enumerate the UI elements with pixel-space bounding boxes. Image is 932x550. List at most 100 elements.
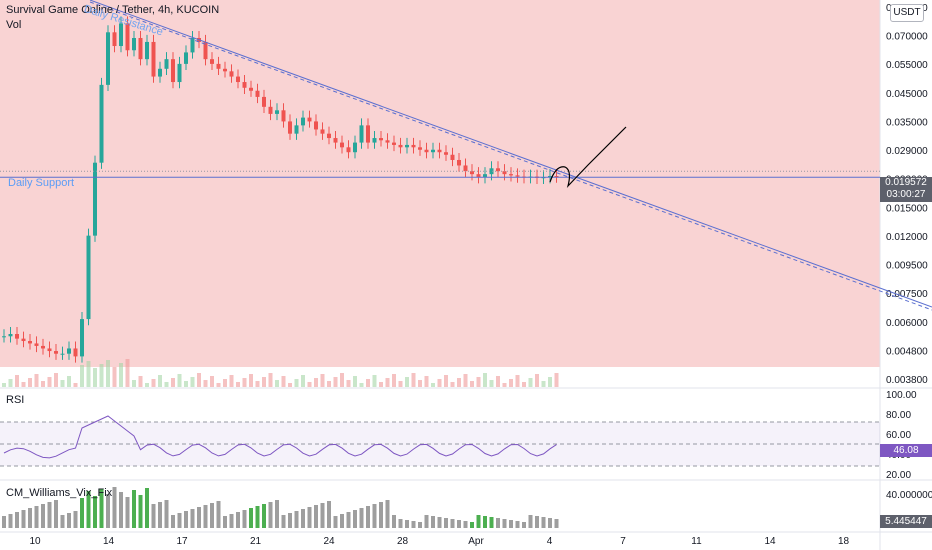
- volume-bar: [8, 379, 13, 387]
- candle-body: [457, 159, 461, 166]
- vix-bar: [327, 501, 331, 528]
- vix-bar: [15, 512, 19, 528]
- vix-bar: [54, 500, 58, 528]
- volume-bar: [262, 377, 266, 387]
- price-scale-label: 0.004800: [886, 346, 928, 357]
- vix-bar: [80, 498, 84, 528]
- volume-bar: [177, 374, 182, 387]
- vix-bar: [249, 508, 253, 528]
- last-price-value: 0.019572: [885, 177, 927, 188]
- symbol-title[interactable]: Survival Game Online / Tether, 4h, KUCOI…: [6, 4, 220, 16]
- volume-bar: [535, 374, 539, 387]
- volume-bar: [197, 373, 201, 387]
- volume-bar: [132, 380, 136, 387]
- vix-label[interactable]: CM_Williams_Vix_Fix: [6, 487, 113, 499]
- vix-bar: [398, 519, 403, 528]
- volume-bar: [119, 363, 123, 387]
- volume-bar: [216, 383, 221, 387]
- candle-body: [15, 334, 19, 339]
- rsi-label[interactable]: RSI: [6, 394, 25, 406]
- vix-bar: [145, 488, 149, 528]
- vix-bar: [405, 520, 409, 528]
- vix-bar: [2, 516, 6, 528]
- candle-body: [28, 341, 32, 344]
- candle-body: [47, 348, 52, 352]
- time-axis-label: 11: [691, 536, 702, 547]
- time-axis-label: 18: [838, 536, 850, 547]
- volume-bar: [385, 378, 390, 387]
- vix-bar: [528, 515, 533, 528]
- volume-bar: [236, 382, 240, 387]
- time-axis-label: 7: [620, 536, 626, 547]
- volume-label: Vol: [6, 19, 22, 31]
- volume-bar: [353, 376, 357, 387]
- time-axis-label: Apr: [468, 536, 484, 547]
- volume-bar: [548, 377, 552, 387]
- volume-bar: [418, 380, 422, 387]
- volume-bar: [15, 375, 19, 387]
- volume-bar: [145, 383, 149, 387]
- candle-body: [138, 37, 143, 60]
- candle-body: [463, 165, 468, 172]
- vix-value-tag: 5.445447: [880, 515, 932, 528]
- volume-bar: [431, 383, 435, 387]
- price-scale-label: 0.003800: [886, 375, 928, 386]
- volume-bar: [398, 381, 403, 387]
- volume-bar: [379, 382, 383, 387]
- volume-bar: [249, 374, 253, 387]
- vix-bar: [28, 508, 32, 528]
- vix-bar: [275, 500, 279, 528]
- candle-body: [60, 353, 65, 355]
- volume-bar: [80, 365, 84, 387]
- vix-bar: [21, 510, 26, 528]
- currency-button[interactable]: USDT: [890, 4, 924, 22]
- candle-body: [496, 168, 500, 172]
- price-scale-label: 0.006000: [886, 318, 928, 329]
- vix-bar: [502, 519, 507, 528]
- vix-bar: [288, 513, 292, 528]
- candle-body: [431, 149, 435, 153]
- volume-bar: [21, 382, 26, 387]
- vix-bar: [216, 501, 221, 528]
- volume-bar: [541, 381, 546, 387]
- candle-body: [177, 63, 182, 83]
- price-scale-label: 0.015000: [886, 203, 928, 214]
- candle-body: [80, 319, 84, 357]
- volume-bar: [223, 379, 227, 387]
- volume-bar: [463, 374, 468, 387]
- volume-bar: [489, 380, 494, 387]
- candle-body: [385, 140, 390, 143]
- candle-body: [340, 142, 344, 148]
- candle-body: [54, 351, 58, 354]
- candle-body: [262, 96, 266, 107]
- arrow-drawing[interactable]: [549, 126, 627, 189]
- vix-bar: [210, 503, 214, 528]
- vix-bar: [411, 521, 416, 528]
- volume-bar: [450, 382, 455, 387]
- volume-bar: [392, 374, 396, 387]
- resistance-trendline-dashed[interactable]: [89, 1, 932, 311]
- time-axis-label: 14: [764, 536, 776, 547]
- volume-bar: [67, 376, 71, 387]
- vix-bar: [424, 515, 429, 528]
- volume-bar: [112, 367, 117, 387]
- candle-body: [106, 32, 110, 85]
- volume-bar: [99, 364, 104, 387]
- volume-bar: [470, 381, 474, 387]
- volume-bar: [125, 359, 130, 387]
- resistance-trendline[interactable]: [89, 0, 932, 308]
- vix-bar: [171, 515, 175, 528]
- candle-body: [476, 174, 481, 178]
- rsi-scale-label: 100.00: [886, 390, 917, 401]
- candle-body: [489, 168, 494, 175]
- volume-bar: [203, 380, 208, 387]
- volume-bar: [54, 373, 58, 387]
- vix-bar: [112, 487, 117, 528]
- vix-bar: [541, 517, 546, 528]
- volume-bar: [268, 373, 273, 387]
- vix-bar: [93, 496, 97, 528]
- volume-bar: [190, 377, 195, 387]
- candle-body: [41, 345, 45, 349]
- candle-body: [359, 125, 364, 143]
